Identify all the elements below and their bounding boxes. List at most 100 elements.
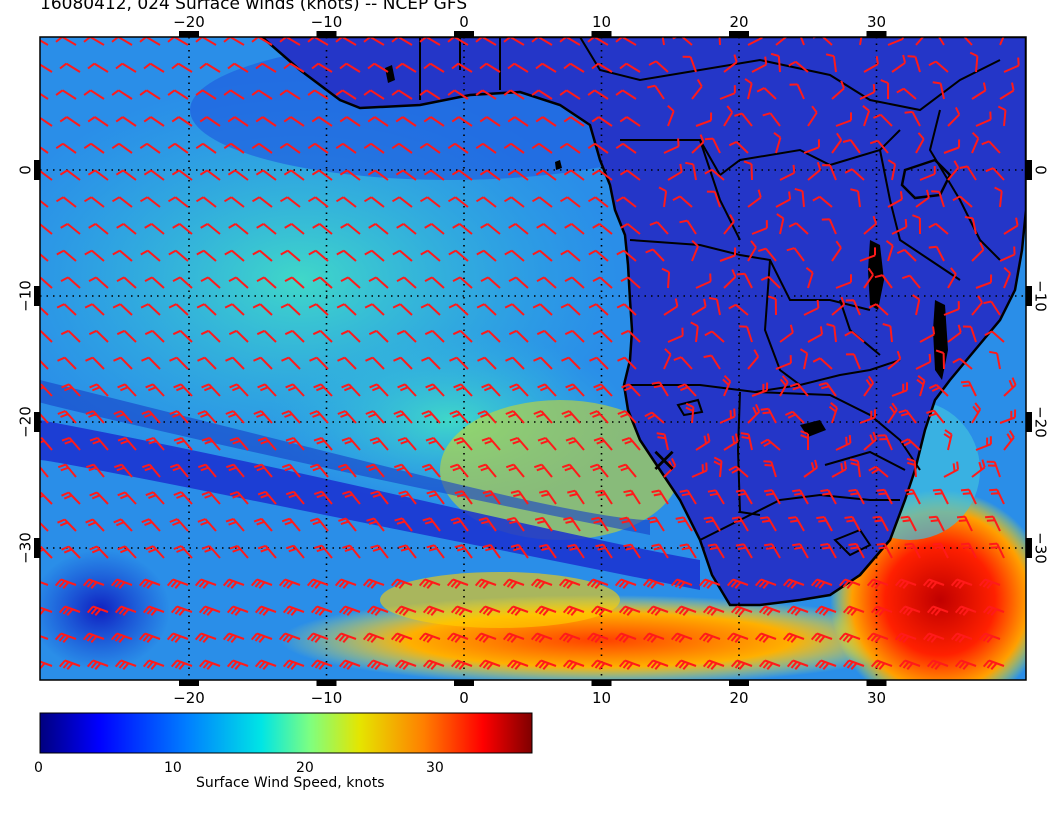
wind-barb xyxy=(621,436,641,451)
wind-barb xyxy=(728,140,749,154)
wind-barb xyxy=(618,605,641,616)
wind-barb xyxy=(82,632,105,643)
wind-barb xyxy=(984,330,1005,343)
wind-barb xyxy=(365,410,385,424)
wind-barb xyxy=(672,37,693,46)
wind-barb xyxy=(989,542,1005,559)
wind-barb xyxy=(112,303,133,316)
wind-barb xyxy=(311,116,333,127)
wind-barb xyxy=(937,37,945,46)
wind-barb xyxy=(704,330,725,343)
colorbar-label: Surface Wind Speed, knots xyxy=(196,775,385,791)
wind-barb xyxy=(703,354,721,370)
wind-barb xyxy=(306,632,329,643)
wind-barb xyxy=(538,543,557,559)
wind-barb xyxy=(620,329,641,343)
wind-barb xyxy=(61,383,81,397)
wind-barb xyxy=(561,356,581,370)
wind-barb xyxy=(586,578,609,589)
wind-barb xyxy=(859,247,876,262)
wind-barb xyxy=(565,383,585,397)
wind-barb xyxy=(926,605,949,616)
wind-barb xyxy=(751,56,768,73)
wind-barb xyxy=(447,196,469,208)
wind-barb xyxy=(695,433,711,451)
wind-barb xyxy=(58,659,81,670)
wind-barb xyxy=(617,356,637,370)
wind-barb xyxy=(141,356,161,370)
wind-barb xyxy=(975,436,992,451)
wind-barb xyxy=(792,543,809,559)
wind-barb xyxy=(40,606,53,616)
wind-barb xyxy=(723,54,738,73)
wind-barb xyxy=(563,516,581,532)
wind-barb xyxy=(535,169,557,181)
wind-barb xyxy=(532,249,553,262)
wind-barb xyxy=(1003,57,1020,73)
wind-barb xyxy=(504,303,525,316)
wind-barb xyxy=(256,329,277,343)
wind-barb xyxy=(877,434,893,451)
wind-barb xyxy=(685,161,697,181)
wind-barb xyxy=(891,382,908,397)
wind-barb xyxy=(451,62,473,73)
wind-barb xyxy=(396,276,417,289)
wind-barb xyxy=(869,139,889,154)
wind-barb xyxy=(507,169,529,181)
wind-barb xyxy=(448,249,469,262)
wind-barb xyxy=(887,402,898,424)
wind-barb xyxy=(368,329,389,343)
wind-barb xyxy=(505,410,525,424)
wind-barb xyxy=(337,356,357,370)
wind-barb xyxy=(257,544,277,559)
wind-barb xyxy=(454,544,473,559)
wind-barb xyxy=(364,249,385,262)
wind-barb xyxy=(670,578,693,589)
wind-barb xyxy=(848,542,865,559)
wind-barb xyxy=(900,438,921,451)
wind-barb xyxy=(54,632,77,643)
wind-barb xyxy=(306,578,329,589)
wind-barb xyxy=(169,463,189,478)
wind-barb xyxy=(818,382,837,397)
wind-barb xyxy=(810,632,833,643)
wind-barb xyxy=(506,605,529,616)
wind-barb xyxy=(932,488,949,505)
wind-barb xyxy=(309,463,329,478)
wind-barb xyxy=(531,142,553,154)
wind-barb xyxy=(885,240,894,262)
wind-barb xyxy=(56,249,77,262)
wind-barb xyxy=(257,436,277,451)
wind-barb xyxy=(173,383,193,397)
wind-barb xyxy=(171,169,193,181)
wind-barb xyxy=(679,219,697,235)
wind-barb xyxy=(477,356,497,370)
wind-barb xyxy=(257,490,277,505)
wind-barb xyxy=(844,515,861,532)
wind-barb xyxy=(224,303,245,316)
wind-barb xyxy=(312,329,333,343)
wind-barb xyxy=(880,79,890,100)
wind-barb xyxy=(989,350,1001,370)
wind-barb xyxy=(199,169,221,181)
wind-barb xyxy=(475,89,497,100)
wind-barb xyxy=(672,195,693,208)
wind-barb xyxy=(928,515,945,532)
wind-barb xyxy=(334,632,357,643)
wind-barb xyxy=(816,516,833,532)
wind-barb xyxy=(172,276,193,289)
wind-barb xyxy=(667,163,683,181)
wind-barb xyxy=(788,222,809,235)
wind-barb xyxy=(229,383,249,397)
wind-barb xyxy=(475,196,497,208)
wind-barb xyxy=(56,303,77,316)
wind-barb xyxy=(896,248,917,262)
wind-barb xyxy=(166,632,189,643)
wind-barb xyxy=(828,402,838,424)
wind-barb xyxy=(392,303,413,316)
wind-barb xyxy=(959,165,977,181)
wind-barb xyxy=(567,489,585,505)
wind-barb xyxy=(201,545,221,559)
wind-barb xyxy=(479,62,501,73)
wind-barb xyxy=(820,489,837,505)
